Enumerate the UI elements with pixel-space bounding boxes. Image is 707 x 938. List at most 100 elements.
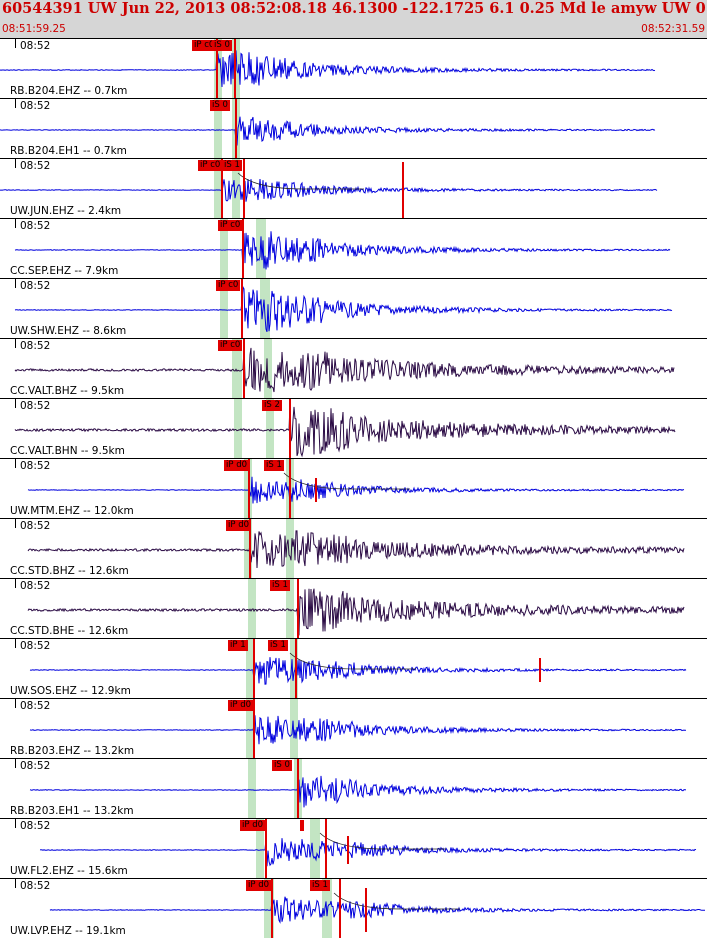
trace-panel[interactable]: iP d0 08:52 RB.B203.EHZ -- 13.2km: [0, 698, 707, 758]
waveform-trace[interactable]: [0, 819, 707, 878]
pick-line[interactable]: [297, 579, 299, 638]
pick-line[interactable]: [339, 879, 341, 938]
waveform-trace[interactable]: [0, 399, 707, 458]
trace-panel[interactable]: iP d0 08:52 CC.STD.BHZ -- 12.6km: [0, 518, 707, 578]
pick-label[interactable]: iS 1: [222, 160, 242, 171]
waveform-trace[interactable]: [0, 639, 707, 698]
waveform-line: [14, 231, 671, 270]
waveform-trace[interactable]: [0, 339, 707, 398]
panel-time: 08:52: [20, 100, 51, 112]
pick-label[interactable]: iS 0: [212, 40, 232, 51]
waveform-trace[interactable]: [0, 279, 707, 338]
pick-label[interactable]: iP c0: [218, 340, 243, 351]
pick-line[interactable]: [243, 339, 245, 398]
waveform-trace[interactable]: [0, 879, 707, 938]
waveform-trace[interactable]: [0, 459, 707, 518]
waveform-trace[interactable]: [0, 579, 707, 638]
panel-time: 08:52: [20, 220, 51, 232]
pick-line[interactable]: [234, 39, 236, 98]
pick-line[interactable]: [253, 699, 255, 758]
pick-line[interactable]: [249, 519, 251, 578]
waveform-line: [27, 530, 685, 569]
pick-label[interactable]: iP d0: [224, 460, 249, 471]
pick-line[interactable]: [243, 159, 245, 218]
trace-panel[interactable]: iS 1 08:52 CC.STD.BHE -- 12.6km: [0, 578, 707, 638]
panel-time: 08:52: [20, 160, 51, 172]
trace-panel[interactable]: iP d0 iS 1 08:52 UW.LVP.EHZ -- 19.1km: [0, 878, 707, 938]
pick-line[interactable]: [221, 159, 223, 218]
phase-window-band: [286, 579, 294, 638]
waveform-line: [27, 588, 685, 636]
trace-panel[interactable]: iS 0 08:52 RB.B204.EH1 -- 0.7km: [0, 98, 707, 158]
panel-time: 08:52: [20, 700, 51, 712]
pick-label[interactable]: iS 0: [272, 760, 292, 771]
pick-line[interactable]: [235, 99, 237, 158]
trace-panel[interactable]: iP c0 iS 0 08:52 RB.B204.EHZ -- 0.7km: [0, 38, 707, 98]
pick-line[interactable]: [242, 219, 244, 278]
pick-line[interactable]: [216, 39, 218, 98]
phase-window-band: [244, 519, 252, 578]
pick-label[interactable]: iS 2: [262, 400, 282, 411]
pick-line[interactable]: [271, 879, 273, 938]
trace-panel[interactable]: iS 2 08:52 CC.VALT.BHN -- 9.5km: [0, 398, 707, 458]
pick-line[interactable]: [289, 459, 291, 518]
pick-label[interactable]: iP c0: [218, 220, 243, 231]
phase-window-band: [246, 699, 254, 758]
pick-label[interactable]: iP c0: [192, 40, 217, 51]
waveform-trace[interactable]: [0, 219, 707, 278]
phase-window-band: [234, 399, 242, 458]
station-label: CC.SEP.EHZ -- 7.9km: [10, 265, 119, 277]
pick-label[interactable]: [300, 820, 304, 831]
waveform-trace[interactable]: [0, 99, 707, 158]
pick-label[interactable]: iP 1: [228, 640, 248, 651]
waveform-line: [27, 476, 685, 504]
pick-label[interactable]: iS 1: [310, 880, 330, 891]
pick-line[interactable]: [289, 399, 291, 458]
phase-window-band: [214, 99, 222, 158]
trace-panel[interactable]: iP 1 iS 1 08:52 UW.SOS.EHZ -- 12.9km: [0, 638, 707, 698]
pick-line[interactable]: [241, 279, 243, 338]
pick-label[interactable]: iP d0: [246, 880, 271, 891]
trace-panel[interactable]: iP c0 08:52 CC.VALT.BHZ -- 9.5km: [0, 338, 707, 398]
pick-label[interactable]: iP c0: [198, 160, 223, 171]
pick-line[interactable]: [297, 759, 299, 818]
station-label: CC.STD.BHE -- 12.6km: [10, 625, 129, 637]
coda-curve: [333, 892, 460, 910]
pick-line[interactable]: [248, 459, 250, 518]
pick-line[interactable]: [295, 639, 297, 698]
pick-label[interactable]: iP d0: [240, 820, 265, 831]
trace-panel[interactable]: iP c0 08:52 UW.SHW.EHZ -- 8.6km: [0, 278, 707, 338]
trace-panel[interactable]: iP d0 08:52 UW.FL2.EHZ -- 15.6km: [0, 818, 707, 878]
phase-window-band: [286, 519, 294, 578]
phase-window-band: [248, 579, 256, 638]
pick-line[interactable]: [265, 819, 267, 878]
trace-panel[interactable]: iP c0 iS 1 08:52 UW.JUN.EHZ -- 2.4km: [0, 158, 707, 218]
pick-line[interactable]: [253, 639, 255, 698]
waveform-trace[interactable]: [0, 699, 707, 758]
pick-label[interactable]: iP c0: [216, 280, 241, 291]
time-tick: [15, 219, 16, 228]
pick-label[interactable]: iP d0: [228, 700, 253, 711]
waveform-trace[interactable]: [0, 519, 707, 578]
phase-window-band: [220, 279, 228, 338]
waveform-trace[interactable]: [0, 39, 707, 98]
trace-panel[interactable]: iP d0 iS 1 08:52 UW.MTM.EHZ -- 12.0km: [0, 458, 707, 518]
pick-label[interactable]: iP d0: [226, 520, 251, 531]
time-tick: [15, 639, 16, 648]
pick-label[interactable]: iS 1: [264, 460, 284, 471]
trace-panel[interactable]: iS 0 08:52 RB.B203.EH1 -- 13.2km: [0, 758, 707, 818]
pick-label[interactable]: iS 1: [270, 580, 290, 591]
waveform-trace[interactable]: [0, 159, 707, 218]
coda-curve: [289, 652, 416, 670]
pick-label[interactable]: iS 0: [210, 100, 230, 111]
event-title: 60544391 UW Jun 22, 2013 08:52:08.18 46.…: [2, 0, 707, 17]
seismogram-panels: iP c0 iS 0 08:52 RB.B204.EHZ -- 0.7km iS 0 08…: [0, 38, 707, 938]
phase-window-band: [256, 819, 264, 878]
pick-line[interactable]: [325, 819, 327, 878]
station-label: RB.B203.EH1 -- 13.2km: [10, 805, 134, 817]
trace-panel[interactable]: iP c0 08:52 CC.SEP.EHZ -- 7.9km: [0, 218, 707, 278]
panel-time: 08:52: [20, 400, 51, 412]
pick-label[interactable]: iS 1: [268, 640, 288, 651]
time-tick: [15, 279, 16, 288]
waveform-trace[interactable]: [0, 759, 707, 818]
